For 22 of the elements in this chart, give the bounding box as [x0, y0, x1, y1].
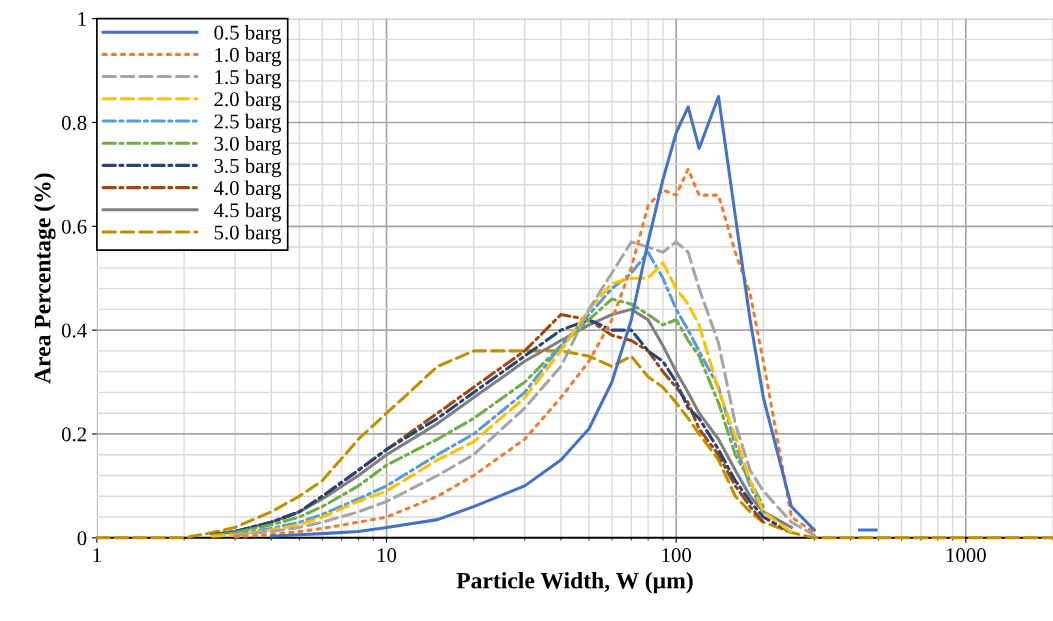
legend-label: 4.5 barg [213, 202, 282, 222]
y-tick-label: 0.6 [61, 219, 87, 234]
y-tick-label: 1 [78, 12, 86, 26]
y-axis-title: Area Percentage (%) [33, 173, 56, 384]
legend-label: 1.5 barg [215, 69, 282, 89]
legend-label: 3.5 barg [214, 158, 282, 178]
legend-label: 2.0 barg [214, 91, 282, 111]
y-tick-label: 0.4 [61, 323, 87, 338]
legend-label: 0.5 barg [214, 25, 282, 44]
x-tick-label: 1000 [946, 548, 986, 563]
y-tick-label: 0.8 [61, 115, 87, 130]
x-tick-label: 1 [93, 548, 101, 562]
y-tick-label: 0.2 [61, 427, 86, 442]
legend-label: 3.0 barg [214, 136, 282, 155]
legend-label: 4.0 barg [213, 180, 282, 200]
x-axis-title: Particle Width, W (µm) [456, 571, 693, 594]
x-tick-label: 10 [377, 548, 397, 563]
legend-label: 2.5 barg [214, 113, 282, 133]
x-tick-label: 100 [662, 548, 691, 563]
legend-label: 5.0 barg [214, 224, 282, 244]
legend-label: 1.0 barg [215, 47, 282, 67]
y-tick-label: 0 [77, 531, 87, 546]
